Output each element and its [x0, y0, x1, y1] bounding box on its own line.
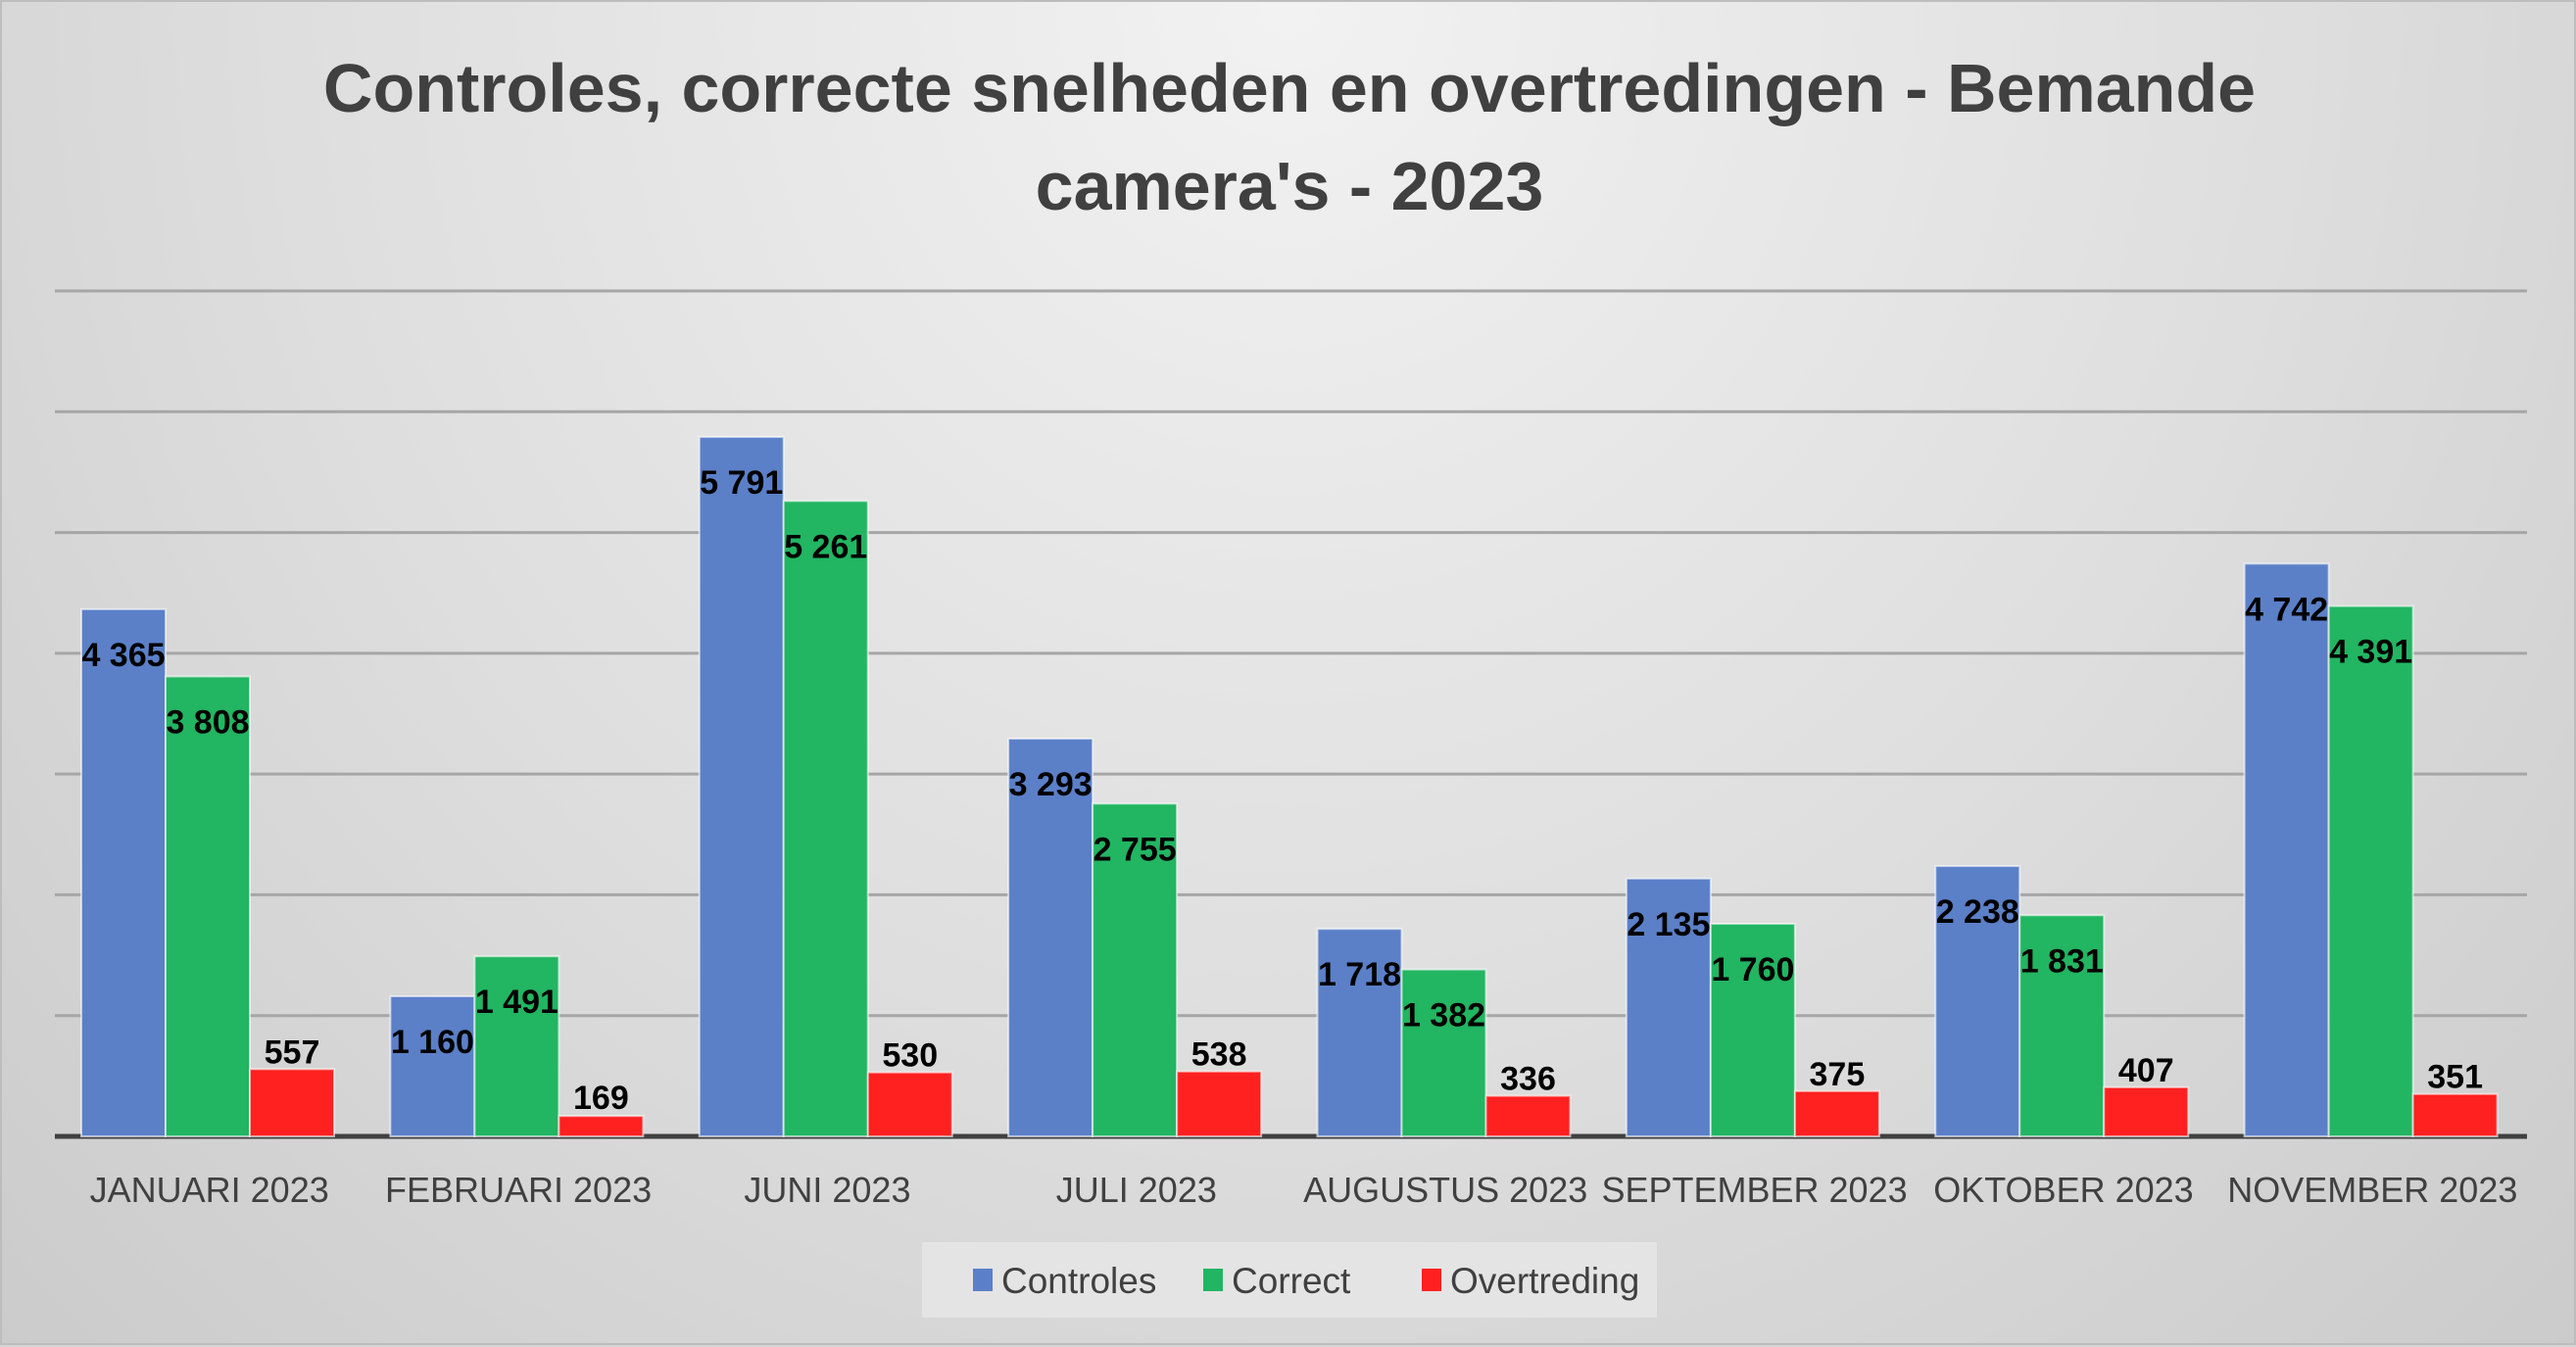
legend-swatch-controles [973, 1269, 993, 1291]
data-label: 1 491 [475, 984, 559, 1021]
data-label: 4 742 [2245, 591, 2328, 628]
category-label: FEBRUARI 2023 [385, 1170, 652, 1210]
bar-overtreding [249, 1068, 335, 1137]
data-label: 1 718 [1318, 956, 1401, 993]
bar-controles [80, 607, 167, 1137]
bar-correct [1092, 802, 1179, 1137]
category-label: OKTOBER 2023 [1933, 1170, 2193, 1210]
category-label: AUGUSTUS 2023 [1303, 1170, 1587, 1210]
category-label: JULI 2023 [1056, 1170, 1217, 1210]
data-label: 1 160 [391, 1024, 474, 1061]
data-label: 351 [2427, 1059, 2483, 1096]
bar-overtreding [2103, 1085, 2190, 1138]
legend-label-correct: Correct [1232, 1261, 1351, 1301]
category-label: JUNI 2023 [744, 1170, 910, 1210]
data-label: 538 [1191, 1036, 1247, 1074]
bar-overtreding [1484, 1094, 1572, 1138]
legend-swatch-overtreding [1422, 1269, 1441, 1291]
bar-correct [782, 500, 869, 1137]
bar-correct [473, 955, 560, 1138]
data-label: 2 238 [1936, 893, 2019, 931]
category-label: NOVEMBER 2023 [2227, 1170, 2517, 1210]
legend-box [922, 1242, 1657, 1318]
data-label: 336 [1500, 1061, 1556, 1098]
data-label: 1 382 [1402, 997, 1485, 1034]
data-label: 3 808 [166, 704, 249, 742]
bar-controles [1934, 865, 2021, 1137]
bar-controles [389, 994, 476, 1138]
category-label: JANUARI 2023 [90, 1170, 329, 1210]
legend-label-controles: Controles [1001, 1261, 1156, 1301]
bar-controles [2243, 562, 2330, 1137]
data-label: 4 391 [2329, 634, 2412, 671]
bar-controles [1007, 738, 1094, 1137]
data-label: 169 [573, 1080, 629, 1117]
bar-correct [2327, 604, 2414, 1137]
bar-correct [1400, 968, 1487, 1137]
bar-correct [1709, 923, 1796, 1138]
bar-overtreding [1793, 1089, 1880, 1137]
bar-correct [2018, 914, 2106, 1137]
data-label: 2 755 [1094, 831, 1177, 868]
bar-overtreding [558, 1115, 645, 1137]
data-label: 530 [882, 1037, 938, 1075]
data-label: 1 831 [2020, 942, 2104, 980]
bar-overtreding [2411, 1092, 2499, 1137]
data-label: 3 293 [1009, 766, 1093, 803]
chart-title-line-1: Controles, correcte snelheden en overtre… [323, 50, 2256, 126]
category-label: SEPTEMBER 2023 [1601, 1170, 1907, 1210]
data-label: 5 261 [784, 528, 867, 565]
data-label: 1 760 [1711, 951, 1794, 988]
data-label: 407 [2118, 1052, 2174, 1089]
data-label: 5 791 [700, 464, 783, 502]
data-label: 557 [265, 1034, 320, 1071]
chart-title-line-2: camera's - 2023 [1036, 148, 1544, 224]
bar-controles [698, 436, 785, 1137]
data-label: 375 [1810, 1056, 1866, 1093]
legend-label-overtreding: Overtreding [1450, 1261, 1639, 1301]
bar-overtreding [866, 1071, 953, 1137]
bar-correct [165, 675, 251, 1137]
legend-swatch-correct [1203, 1269, 1223, 1291]
data-label: 4 365 [81, 637, 165, 674]
bar-overtreding [1176, 1070, 1263, 1137]
data-label: 2 135 [1627, 906, 1710, 943]
